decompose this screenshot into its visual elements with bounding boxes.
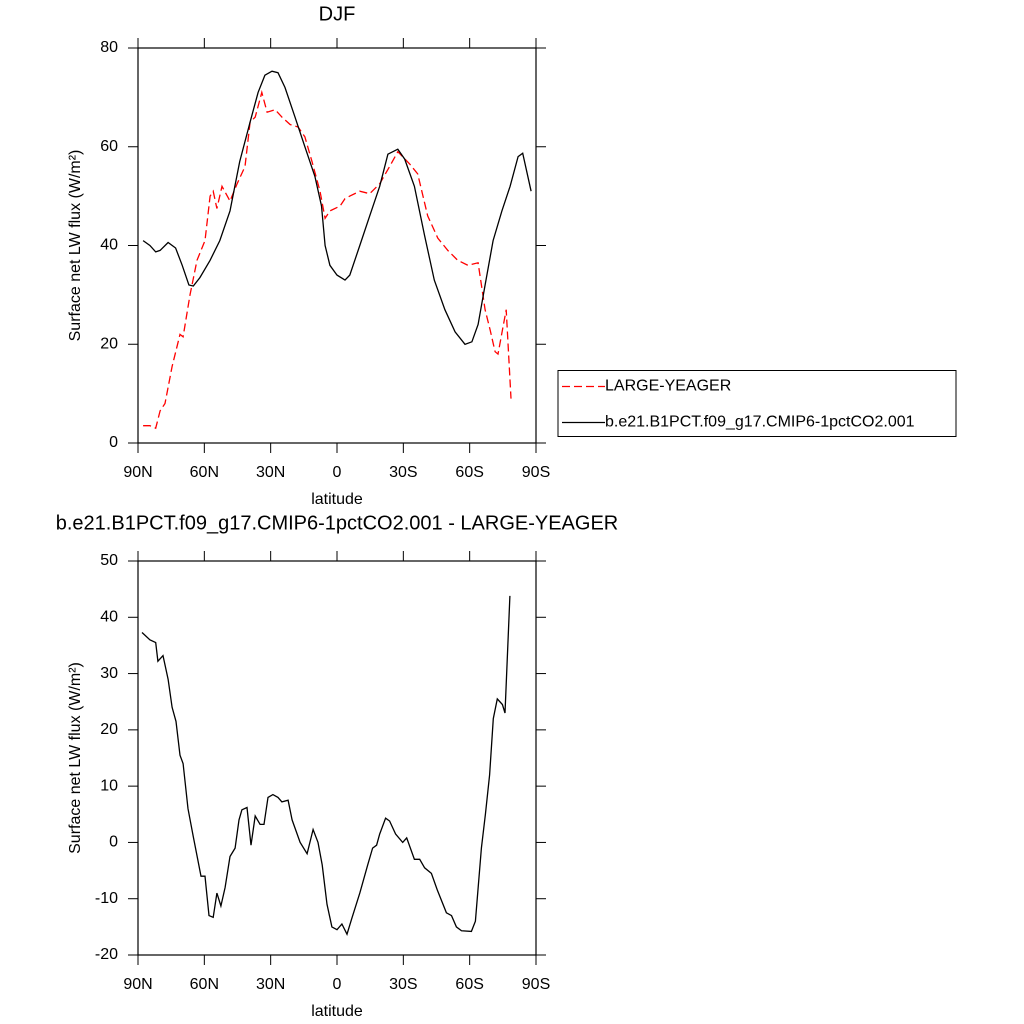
y-tick-label: 50 [100, 552, 118, 569]
data-line [141, 595, 511, 936]
x-tick-label: 30S [389, 976, 417, 993]
plot-frame [137, 560, 537, 956]
y-tick-label: -10 [95, 890, 118, 907]
y-tick-label: 10 [100, 777, 118, 794]
y-tick-label: 40 [100, 609, 118, 626]
x-tick-label: 90S [522, 976, 550, 993]
y-tick-label: 20 [100, 721, 118, 738]
x-tick-label: 60S [455, 976, 483, 993]
data-line [143, 89, 512, 430]
legend-label: b.e21.B1PCT.f09_g17.CMIP6-1pctCO2.001 [605, 414, 915, 431]
data-line [142, 70, 532, 346]
y-axis-label: Surface net LW flux (W/m²) [67, 662, 84, 854]
y-tick-label: 0 [109, 834, 118, 851]
x-tick-label: 60N [190, 464, 219, 481]
y-tick-label: 0 [109, 434, 118, 451]
chart-title: b.e21.B1PCT.f09_g17.CMIP6-1pctCO2.001 - … [56, 512, 619, 534]
y-tick-label: 60 [100, 138, 118, 155]
y-tick-label: 80 [100, 39, 118, 56]
x-tick-label: 30N [256, 464, 285, 481]
x-axis-label: latitude [311, 491, 363, 508]
plot-frame [137, 47, 537, 444]
chart-title: DJF [319, 3, 356, 25]
x-tick-label: 0 [333, 976, 342, 993]
x-tick-label: 30N [256, 976, 285, 993]
x-tick-label: 90N [123, 464, 152, 481]
y-tick-label: 40 [100, 237, 118, 254]
x-tick-label: 90N [123, 976, 152, 993]
x-tick-label: 0 [333, 464, 342, 481]
legend-box [557, 370, 957, 437]
x-axis-label: latitude [311, 1003, 363, 1020]
y-tick-label: 20 [100, 335, 118, 352]
y-axis-label: Surface net LW flux (W/m²) [67, 150, 84, 342]
x-tick-label: 60N [190, 976, 219, 993]
x-tick-label: 30S [389, 464, 417, 481]
legend-label: LARGE-YEAGER [605, 378, 731, 395]
x-tick-label: 90S [522, 464, 550, 481]
y-tick-label: -20 [95, 946, 118, 963]
y-tick-label: 30 [100, 665, 118, 682]
x-tick-label: 60S [455, 464, 483, 481]
